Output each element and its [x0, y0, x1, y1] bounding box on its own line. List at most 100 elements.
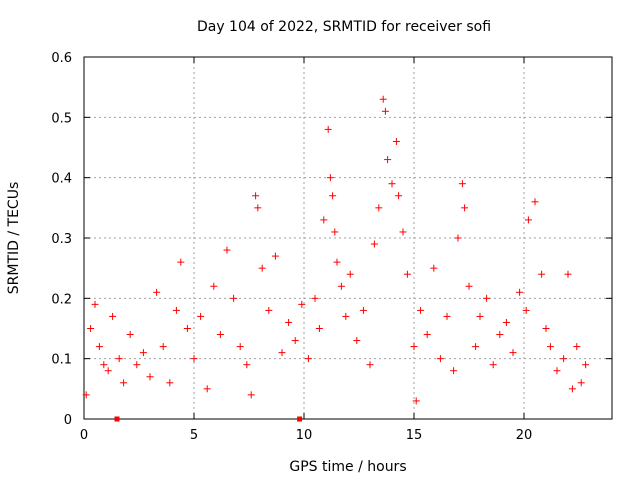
data-point: [538, 270, 546, 278]
data-point: [146, 373, 154, 381]
data-point: [465, 282, 473, 290]
data-point: [516, 288, 524, 296]
data-point: [315, 325, 323, 332]
grid: [84, 57, 612, 419]
data-point: [370, 240, 378, 248]
data-point: [542, 325, 550, 332]
data-point: [223, 246, 231, 254]
plot-frame: [83, 56, 613, 420]
data-point: [311, 294, 319, 302]
data-point: [126, 331, 134, 339]
data-point: [153, 288, 161, 296]
data-point: [564, 270, 572, 278]
data-point: [320, 216, 328, 224]
data-point: [436, 355, 444, 363]
data-point: [353, 337, 361, 345]
data-point: [252, 192, 260, 200]
y-tick-label: 0.5: [51, 111, 72, 126]
data-point: [461, 204, 469, 212]
data-point: [502, 318, 510, 326]
data-point: [509, 349, 517, 357]
data-point: [399, 228, 407, 236]
data-point: [546, 343, 554, 351]
data-point: [304, 355, 312, 363]
data-point: [423, 331, 431, 339]
data-point: [483, 294, 491, 302]
data-point: [190, 355, 198, 363]
data-point: [100, 361, 108, 369]
data-point: [177, 258, 185, 266]
data-point: [384, 156, 392, 164]
data-point: [417, 306, 425, 314]
data-point: [476, 312, 484, 320]
data-point: [285, 318, 293, 326]
data-point: [139, 349, 147, 357]
data-point: [247, 391, 255, 399]
data-point: [560, 355, 568, 363]
data-point: [254, 204, 262, 212]
data-point: [388, 180, 396, 188]
y-tick-label: 0.1: [51, 353, 72, 368]
data-point: [337, 282, 345, 290]
data-point: [524, 216, 532, 224]
x-tick-label: 5: [190, 428, 198, 443]
data-point: [573, 343, 581, 351]
data-point: [454, 234, 462, 242]
data-point: [166, 379, 174, 387]
data-point: [258, 264, 266, 272]
data-point: [553, 367, 561, 375]
data-point: [159, 343, 167, 351]
data-point: [230, 294, 238, 302]
data-point: [412, 397, 420, 405]
data-point: [568, 385, 576, 393]
axis-ticks: 0 5 10 15 20 0 0.1 0.2 0.3 0.4 0.5 0.6: [51, 51, 612, 443]
data-point: [271, 252, 279, 260]
y-tick-label: 0: [64, 413, 72, 428]
data-point: [265, 306, 273, 314]
data-point: [183, 325, 191, 332]
data-point: [109, 312, 117, 320]
data-point: [366, 361, 374, 369]
data-point: [443, 312, 451, 320]
data-point: [472, 343, 480, 351]
data-point: [359, 306, 367, 314]
data-point: [216, 331, 224, 339]
data-point: [133, 361, 141, 369]
data-point: [197, 312, 205, 320]
data-point: [236, 343, 244, 351]
y-tick-label: 0.4: [51, 172, 72, 187]
data-point: [410, 343, 418, 351]
data-point: [331, 228, 339, 236]
x-tick-label: 20: [516, 428, 533, 443]
data-point: [210, 282, 218, 290]
data-point: [120, 379, 128, 387]
data-point: [329, 192, 337, 200]
x-tick-label: 15: [406, 428, 423, 443]
y-tick-label: 0.6: [51, 51, 72, 66]
data-point: [91, 300, 99, 308]
data-point: [381, 107, 389, 115]
data-point: [577, 379, 585, 387]
y-tick-label: 0.3: [51, 232, 72, 247]
y-tick-label: 0.2: [51, 292, 72, 307]
data-point: [346, 270, 354, 278]
data-point: [326, 174, 334, 182]
data-point: [430, 264, 438, 272]
data-point: [95, 343, 103, 351]
data-point: [489, 361, 497, 369]
data-point: [342, 312, 350, 320]
chart-title: Day 104 of 2022, SRMTID for receiver sof…: [197, 19, 491, 35]
data-point: [531, 198, 539, 206]
data-point: [82, 391, 90, 399]
data-point: [392, 137, 400, 145]
baseline-markers: [114, 416, 303, 422]
data-point: [298, 300, 306, 308]
data-point: [333, 258, 341, 266]
baseline-marker: [297, 416, 303, 422]
data-point: [203, 385, 211, 393]
data-point: [582, 361, 590, 369]
data-point: [278, 349, 286, 357]
data-point: [496, 331, 504, 339]
data-point: [379, 95, 387, 103]
